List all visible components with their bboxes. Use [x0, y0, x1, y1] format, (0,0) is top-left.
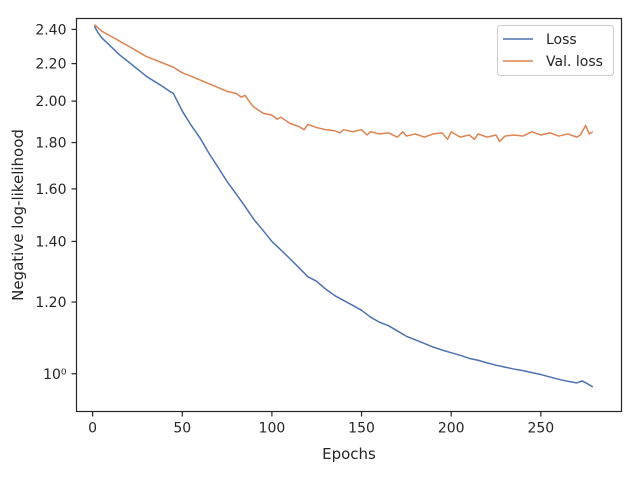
plot-frame: [75, 17, 623, 413]
y-tick-label: 1.40: [35, 234, 66, 250]
y-tick-label: 2.00: [35, 94, 66, 110]
y-axis-label: Negative log-likelihood: [9, 129, 27, 301]
y-tick-label: 2.40: [35, 22, 66, 38]
series-line-loss: [93, 25, 594, 388]
x-axis-label: Epochs: [322, 445, 376, 463]
y-tick-label: 2.20: [35, 57, 66, 73]
y-axis: 10⁰ 1.20 1.40 1.60 1.80 2.00 2.20 2.40: [35, 22, 77, 383]
x-tick-label: 200: [438, 421, 465, 437]
x-tick-label: 50: [173, 421, 191, 437]
legend-frame: [497, 25, 614, 76]
x-axis: 0 50 100 150 200 250: [88, 411, 554, 437]
legend: Loss Val. loss: [497, 25, 614, 76]
x-tick-label: 150: [348, 421, 375, 437]
legend-label-loss: Loss: [546, 32, 577, 48]
x-tick-label: 0: [88, 421, 97, 437]
y-tick-label: 1.80: [35, 136, 66, 152]
x-tick-label: 250: [527, 421, 554, 437]
series-layer: [93, 23, 594, 388]
legend-label-val-loss: Val. loss: [546, 54, 603, 70]
y-tick-label: 1.20: [35, 295, 66, 311]
series-line-val-loss: [93, 23, 594, 143]
y-tick-label: 1.60: [35, 182, 66, 198]
x-tick-label: 100: [259, 421, 286, 437]
y-tick-label: 10⁰: [43, 367, 67, 383]
